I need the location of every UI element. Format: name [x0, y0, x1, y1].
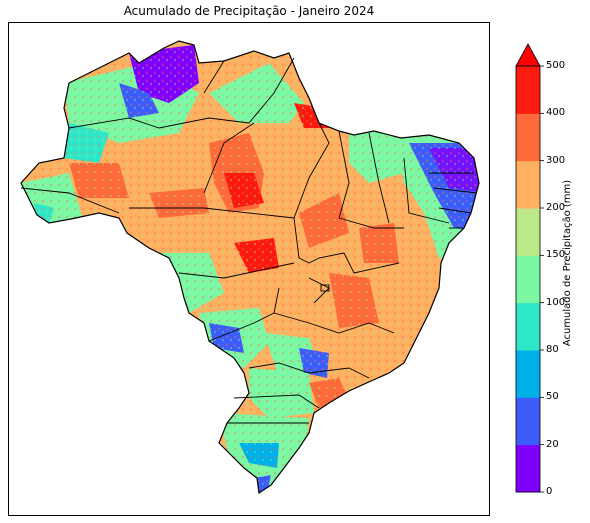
- colorbar-swatch: [516, 444, 540, 493]
- colorbar-swatches: [515, 43, 544, 493]
- colorbar-label: Acumulado de Precipitação (mm): [562, 179, 573, 347]
- colorbar: [515, 43, 544, 493]
- colorbar-swatch: [516, 255, 540, 304]
- map-title: Acumulado de Precipitação - Janeiro 2024: [123, 4, 375, 18]
- colorbar-swatch: [516, 160, 540, 209]
- colorbar-tick-label: 80: [546, 344, 559, 355]
- precipitation-field: [21, 41, 479, 493]
- colorbar-swatch: [516, 302, 540, 351]
- colorbar-tick-label: 300: [546, 154, 566, 166]
- colorbar-swatch: [516, 350, 540, 398]
- colorbar-swatch: [516, 208, 540, 256]
- colorbar-swatch: [516, 113, 540, 162]
- precipitation-map: [20, 40, 480, 495]
- colorbar-swatch: [516, 397, 540, 446]
- colorbar-tick-label: 150: [546, 249, 566, 261]
- colorbar-swatch: [516, 66, 540, 114]
- colorbar-tick-label: 0: [546, 486, 553, 497]
- colorbar-extend-arrow: [515, 43, 541, 67]
- colorbar-tick-label: 100: [546, 296, 566, 308]
- map-panel: [8, 22, 490, 516]
- colorbar-tick-label: 500: [546, 60, 566, 71]
- country-border: [20, 40, 480, 495]
- colorbar-tick-label: 400: [546, 107, 566, 119]
- colorbar-tick-label: 20: [546, 438, 559, 450]
- colorbar-tick-label: 200: [546, 202, 566, 213]
- colorbar-frame: [515, 65, 541, 493]
- colorbar-tick-label: 50: [546, 391, 559, 403]
- state-borders: [20, 57, 478, 424]
